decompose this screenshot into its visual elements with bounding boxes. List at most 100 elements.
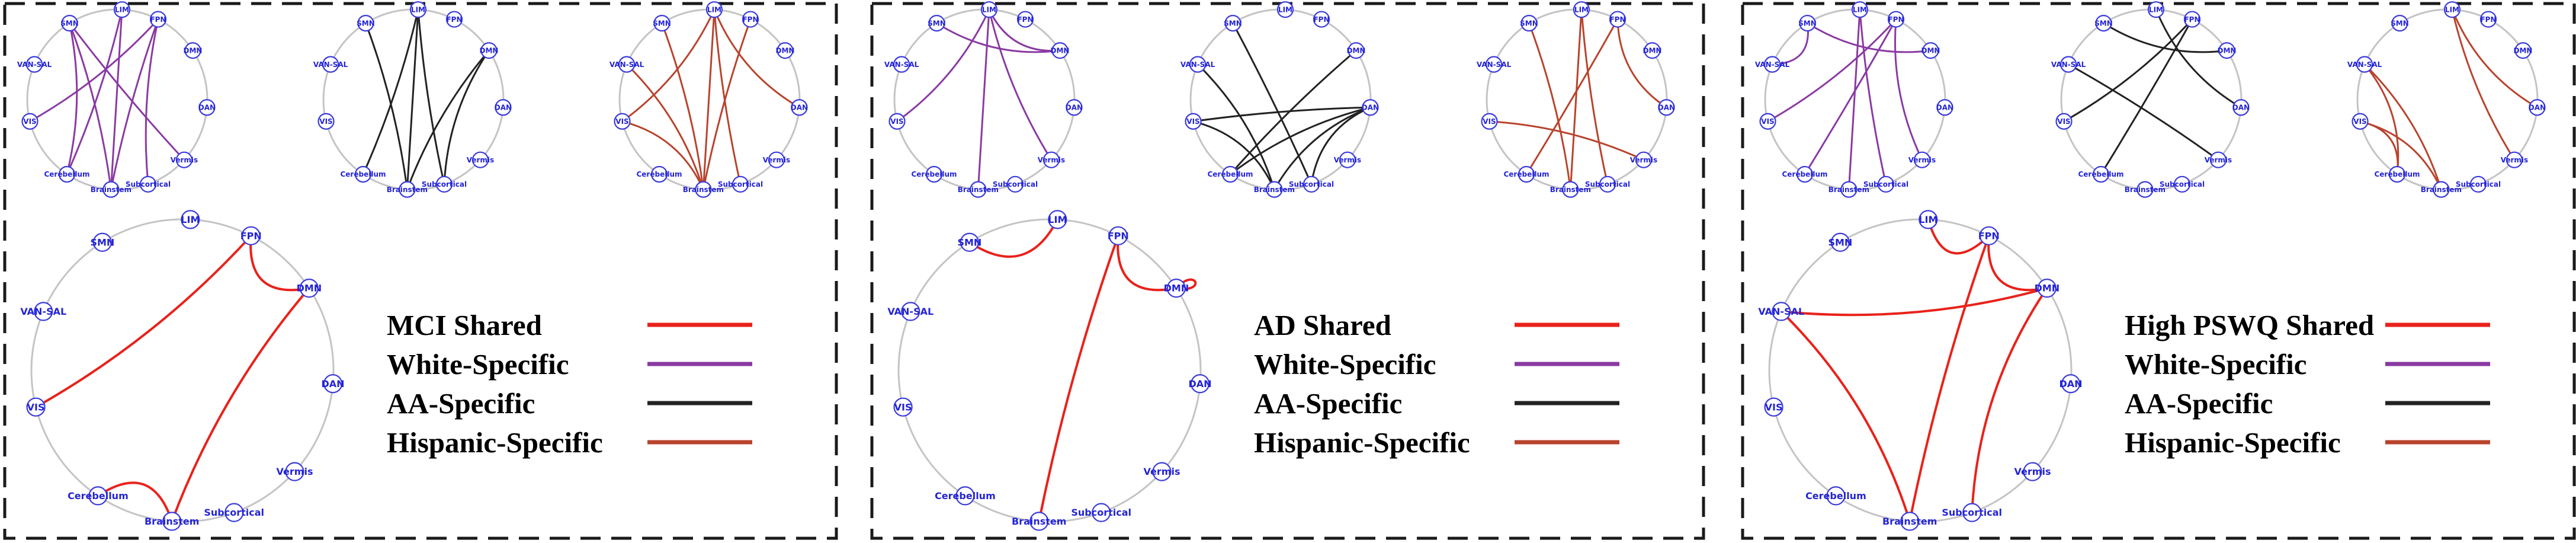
legend-item-aa: AA-Specific	[1254, 387, 1619, 420]
ad-aa-node-label: VIS	[1186, 117, 1199, 126]
mci-hispanic-node-marker	[650, 165, 668, 183]
mci-aa-node-label: Brainstem	[387, 186, 428, 194]
ad-aa-node-marker	[1185, 113, 1202, 130]
mci-hispanic-node-label: Vermis	[763, 156, 790, 164]
ad-white-node-label: FPN	[1017, 15, 1033, 24]
mci-hispanic-node-subcortical: Subcortical	[718, 175, 763, 193]
ad-white-edge-lim-vermis	[988, 8, 1053, 161]
pswq-hispanic-node-dan: DAN	[2529, 99, 2546, 116]
pswq-hispanic-node-marker	[2514, 42, 2532, 59]
pswq-hispanic-node-subcortical: Subcortical	[2456, 175, 2501, 193]
mci-aa-node-brainstem: Brainstem	[387, 181, 428, 198]
pswq-shared-node-marker	[1830, 232, 1850, 252]
ad-hispanic-node-marker	[1481, 113, 1498, 130]
mci-white-edge-fpn-subcortical	[145, 18, 159, 186]
mci-hispanic-node-marker	[732, 175, 749, 193]
pswq-aa-node-marker	[2173, 175, 2191, 193]
legend-item-shared: AD Shared	[1254, 309, 1619, 341]
mci-hispanic-node-marker	[618, 56, 636, 73]
ad-hispanic-node-label: SMN	[1520, 19, 1538, 27]
pswq-shared-node-brainstem: Brainstem	[1882, 512, 1937, 531]
ad-shared-node-marker	[901, 302, 920, 321]
ad-white-node-label: Vermis	[1038, 156, 1065, 164]
mci-shared-edge-fpn-vis	[34, 234, 252, 408]
ad-aa-node-label: Subcortical	[1289, 180, 1334, 189]
pswq-hispanic-node-marker	[2529, 99, 2546, 116]
pswq-hispanic-node-marker	[2356, 56, 2373, 73]
mci-aa-edge-lim-subcortical	[417, 8, 445, 186]
ad-white-edge-smn-dmn	[936, 22, 1061, 53]
ad-shared-node-label: VIS	[894, 401, 912, 413]
mci-white-node-lim: LIM	[113, 1, 131, 18]
pswq-shared-node-label: VIS	[1765, 401, 1783, 413]
pswq-white-edge-smn-dmn	[1807, 22, 1932, 53]
mci-hispanic-node-marker	[695, 181, 712, 198]
pswq-shared-node-dan: DAN	[2059, 374, 2083, 394]
mci-white-edge-lim-cerebellum	[66, 8, 123, 175]
mci-hispanic-node-label: DAN	[791, 103, 808, 111]
pswq-aa-node-dmn: DMN	[2218, 42, 2236, 59]
pswq-white-node-label: VAN-SAL	[1755, 60, 1790, 69]
pswq-shared-node-lim: LIM	[1919, 210, 1938, 229]
pswq-aa-node-marker	[2059, 56, 2077, 73]
mci-shared-node-subcortical: Subcortical	[204, 503, 264, 522]
pswq-aa-node-label: Cerebellum	[2078, 170, 2123, 178]
ad-white-node-label: Subcortical	[993, 180, 1038, 189]
legend-label-aa: AA-Specific	[1254, 387, 1402, 420]
mci-shared-node-marker	[285, 462, 304, 481]
mci-white-node-van-sal: VAN-SAL	[17, 56, 52, 73]
pswq-white-node-label: LIM	[1853, 5, 1867, 14]
mci-hispanic-node-vis: VIS	[614, 113, 631, 130]
ad-hispanic-node-label: Cerebellum	[1503, 170, 1549, 178]
mci-shared-node-label: SMN	[90, 237, 114, 248]
mci-white-edge-lim-brainstem	[110, 8, 123, 191]
ad-shared-node-smn: SMN	[957, 232, 981, 252]
pswq-hispanic-node-label: VIS	[2353, 117, 2366, 126]
mci-shared-node-label: DAN	[321, 378, 344, 389]
pswq-aa-node-smn: SMN	[2094, 14, 2113, 32]
pswq-white-edge-fpn-vermis	[1894, 18, 1923, 161]
pswq-aa-node-label: DAN	[2232, 103, 2250, 111]
ad-white-node-vermis: Vermis	[1038, 151, 1065, 168]
network-pswq-white: LIM FPN DMN DAN Vermis SubcorticalBrainstemCe…	[1755, 1, 1953, 198]
legend-label-aa: AA-Specific	[387, 387, 535, 420]
mci-aa-node-marker	[322, 56, 339, 73]
ad-hispanic-node-marker	[1635, 151, 1653, 168]
pswq-hispanic-node-fpn: FPN	[2479, 11, 2497, 28]
mci-hispanic-node-label: DMN	[776, 46, 795, 55]
pswq-aa-edge-fpn-vis	[2063, 18, 2193, 123]
ad-aa-node-smn: SMN	[1224, 14, 1242, 32]
pswq-white-node-marker	[1796, 165, 1814, 183]
mci-shared-node-label: Cerebellum	[68, 490, 129, 502]
mci-white-edge-smn-vermis	[69, 22, 185, 161]
mci-hispanic-node-vermis: Vermis	[763, 151, 790, 168]
mci-hispanic-node-van-sal: VAN-SAL	[609, 56, 644, 73]
pswq-hispanic-node-label: VAN-SAL	[2347, 60, 2382, 69]
ad-aa-node-marker	[1303, 175, 1320, 193]
ad-shared-node-marker	[893, 397, 913, 417]
ad-aa-node-marker	[1348, 42, 1365, 59]
ad-shared-node-label: Vermis	[1144, 466, 1180, 477]
mci-shared-node-dan: DAN	[321, 374, 345, 394]
ad-shared-node-label: FPN	[1108, 230, 1129, 241]
mci-white-node-marker	[102, 181, 120, 198]
mci-aa-node-marker	[435, 175, 453, 193]
pswq-shared-node-label: DMN	[2035, 283, 2060, 294]
mci-hispanic-node-marker	[653, 14, 671, 32]
mci-white-edge-fpn-brainstem	[110, 18, 159, 191]
mci-white-node-marker	[175, 151, 193, 168]
mci-hispanic-node-label: SMN	[653, 19, 671, 27]
mci-aa-node-label: Vermis	[467, 156, 494, 164]
mci-hispanic-node-marker	[742, 11, 759, 28]
mci-shared-node-marker	[181, 210, 200, 229]
ad-hispanic-edge-lim-subcortical	[1580, 8, 1609, 186]
ad-hispanic-node-label: FPN	[1609, 15, 1625, 24]
network-ad-white: LIM FPN DMN DAN Vermis SubcorticalBrainstemCe…	[884, 1, 1083, 198]
legend-label-hispanic: Hispanic-Specific	[2125, 426, 2341, 459]
mci-shared-node-label: LIM	[181, 214, 200, 225]
ad-white-node-dan: DAN	[1066, 99, 1083, 116]
mci-aa-node-marker	[317, 113, 335, 130]
pswq-aa-node-marker	[2055, 113, 2073, 130]
ad-white-node-brainstem: Brainstem	[958, 181, 999, 198]
pswq-aa-node-label: FPN	[2184, 15, 2200, 24]
